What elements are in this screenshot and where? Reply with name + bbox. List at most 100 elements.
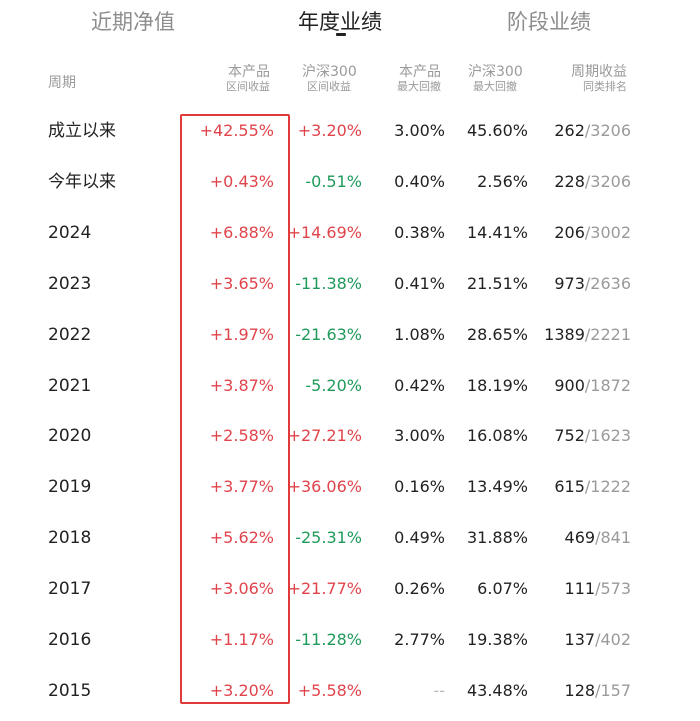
row-period: 2017: [48, 579, 92, 599]
row-hs300-return: +36.06%: [287, 477, 362, 496]
row-rank-position: 752: [554, 426, 585, 445]
header-product-return-line2: 区间收益: [226, 80, 270, 93]
row-product-mdd: 3.00%: [394, 121, 445, 140]
header-hs300-mdd: 沪深300 最大回撤: [468, 64, 523, 100]
row-rank-total: /157: [595, 681, 631, 700]
row-rank-position: 973: [554, 274, 585, 293]
row-product-mdd: 0.41%: [394, 274, 445, 293]
table-row[interactable]: 2015 +3.20% +5.58% -- 43.48% 128/157: [0, 676, 700, 706]
row-hs300-mdd: 28.65%: [466, 325, 528, 344]
table-row[interactable]: 今年以来 +0.43% -0.51% 0.40% 2.56% 228/3206: [0, 167, 700, 197]
row-period: 2019: [48, 477, 92, 497]
table-row[interactable]: 2019 +3.77% +36.06% 0.16% 13.49% 615/1222: [0, 472, 700, 502]
row-hs300-mdd: 18.19%: [466, 376, 528, 395]
row-period: 2020: [48, 426, 92, 446]
table-row[interactable]: 2021 +3.87% -5.20% 0.42% 18.19% 900/1872: [0, 371, 700, 401]
row-rank-total: /1222: [584, 477, 631, 496]
row-rank-total: /573: [595, 579, 631, 598]
row-hs300-return: -21.63%: [295, 325, 362, 344]
header-hs300-mdd-line1: 沪深300: [468, 64, 523, 80]
row-product-return: +1.17%: [209, 630, 274, 649]
row-rank-total: /3206: [584, 121, 631, 140]
row-period: 2016: [48, 630, 92, 650]
row-period: 2015: [48, 681, 92, 701]
row-hs300-return: -25.31%: [295, 528, 362, 547]
product-return-highlight-box: [180, 114, 290, 704]
table-row[interactable]: 成立以来 +42.55% +3.20% 3.00% 45.60% 262/3206: [0, 116, 700, 146]
header-period: 周期: [48, 75, 76, 91]
header-product-return: 本产品 区间收益: [226, 64, 270, 100]
row-hs300-mdd: 21.51%: [466, 274, 528, 293]
table-row[interactable]: 2016 +1.17% -11.28% 2.77% 19.38% 137/402: [0, 625, 700, 655]
header-product-return-line1: 本产品: [228, 64, 270, 80]
tab-stage-performance[interactable]: 阶段业绩: [507, 10, 591, 34]
row-rank: 228/3206: [554, 167, 631, 197]
row-rank-total: /2636: [584, 274, 631, 293]
table-row[interactable]: 2020 +2.58% +27.21% 3.00% 16.08% 752/1623: [0, 421, 700, 451]
row-product-return: +0.43%: [209, 172, 274, 191]
header-hs300-return-line1: 沪深300: [302, 64, 357, 80]
row-product-return: +3.20%: [209, 681, 274, 700]
row-rank: 128/157: [565, 676, 631, 706]
header-hs300-return-line2: 区间收益: [307, 80, 351, 93]
row-rank-position: 262: [554, 121, 585, 140]
row-period: 2018: [48, 528, 92, 548]
row-period: 2023: [48, 274, 92, 294]
header-rank: 周期收益 同类排名: [571, 64, 627, 100]
row-product-return: +5.62%: [209, 528, 274, 547]
row-period: 今年以来: [48, 172, 116, 192]
row-product-mdd: 3.00%: [394, 426, 445, 445]
row-product-mdd: 1.08%: [394, 325, 445, 344]
row-hs300-return: +5.58%: [297, 681, 362, 700]
row-product-return: +3.06%: [209, 579, 274, 598]
row-rank: 469/841: [565, 523, 631, 553]
tab-annual-performance[interactable]: 年度业绩: [298, 10, 382, 34]
table-row[interactable]: 2024 +6.88% +14.69% 0.38% 14.41% 206/3002: [0, 218, 700, 248]
row-product-return: +42.55%: [199, 121, 274, 140]
row-rank-position: 206: [554, 223, 585, 242]
row-rank-position: 900: [554, 376, 585, 395]
row-product-return: +1.97%: [209, 325, 274, 344]
row-rank-position: 469: [564, 528, 596, 547]
row-rank-total: /1872: [584, 376, 631, 395]
table-row[interactable]: 2018 +5.62% -25.31% 0.49% 31.88% 469/841: [0, 523, 700, 553]
active-tab-indicator: [336, 33, 346, 36]
row-rank: 206/3002: [554, 218, 631, 248]
row-rank: 973/2636: [554, 269, 631, 299]
row-hs300-mdd: 19.38%: [466, 630, 528, 649]
row-hs300-mdd: 16.08%: [466, 426, 528, 445]
row-rank-total: /402: [595, 630, 631, 649]
row-hs300-return: +21.77%: [287, 579, 362, 598]
header-rank-line2: 同类排名: [583, 80, 627, 93]
row-product-mdd: 0.49%: [394, 528, 445, 547]
row-hs300-mdd: 43.48%: [466, 681, 528, 700]
row-hs300-mdd: 13.49%: [466, 477, 528, 496]
row-product-mdd: 0.38%: [394, 223, 445, 242]
table-row[interactable]: 2017 +3.06% +21.77% 0.26% 6.07% 111/573: [0, 574, 700, 604]
row-rank-position: 615: [554, 477, 585, 496]
table-row[interactable]: 2023 +3.65% -11.38% 0.41% 21.51% 973/2636: [0, 269, 700, 299]
row-product-return: +3.77%: [209, 477, 274, 496]
header-product-mdd: 本产品 最大回撤: [397, 64, 441, 100]
row-product-mdd: 0.26%: [394, 579, 445, 598]
row-product-return: +2.58%: [209, 426, 274, 445]
row-product-mdd: 2.77%: [394, 630, 445, 649]
table-row[interactable]: 2022 +1.97% -21.63% 1.08% 28.65% 1389/2221: [0, 320, 700, 350]
row-product-return: +3.65%: [209, 274, 274, 293]
row-product-mdd: 0.16%: [394, 477, 445, 496]
row-hs300-return: -5.20%: [305, 376, 362, 395]
row-product-return: +6.88%: [209, 223, 274, 242]
row-rank: 111/573: [565, 574, 631, 604]
row-rank-total: /1623: [584, 426, 631, 445]
row-hs300-mdd: 6.07%: [477, 579, 528, 598]
row-rank-position: 1389: [544, 325, 585, 344]
row-period: 2022: [48, 325, 92, 345]
tab-recent-nav[interactable]: 近期净值: [91, 10, 175, 34]
row-rank-position: 137: [564, 630, 596, 649]
row-hs300-mdd: 45.60%: [466, 121, 528, 140]
row-hs300-return: -11.38%: [295, 274, 362, 293]
row-hs300-return: +27.21%: [287, 426, 362, 445]
row-rank: 615/1222: [554, 472, 631, 502]
row-hs300-return: -11.28%: [295, 630, 362, 649]
row-rank-position: 228: [554, 172, 585, 191]
